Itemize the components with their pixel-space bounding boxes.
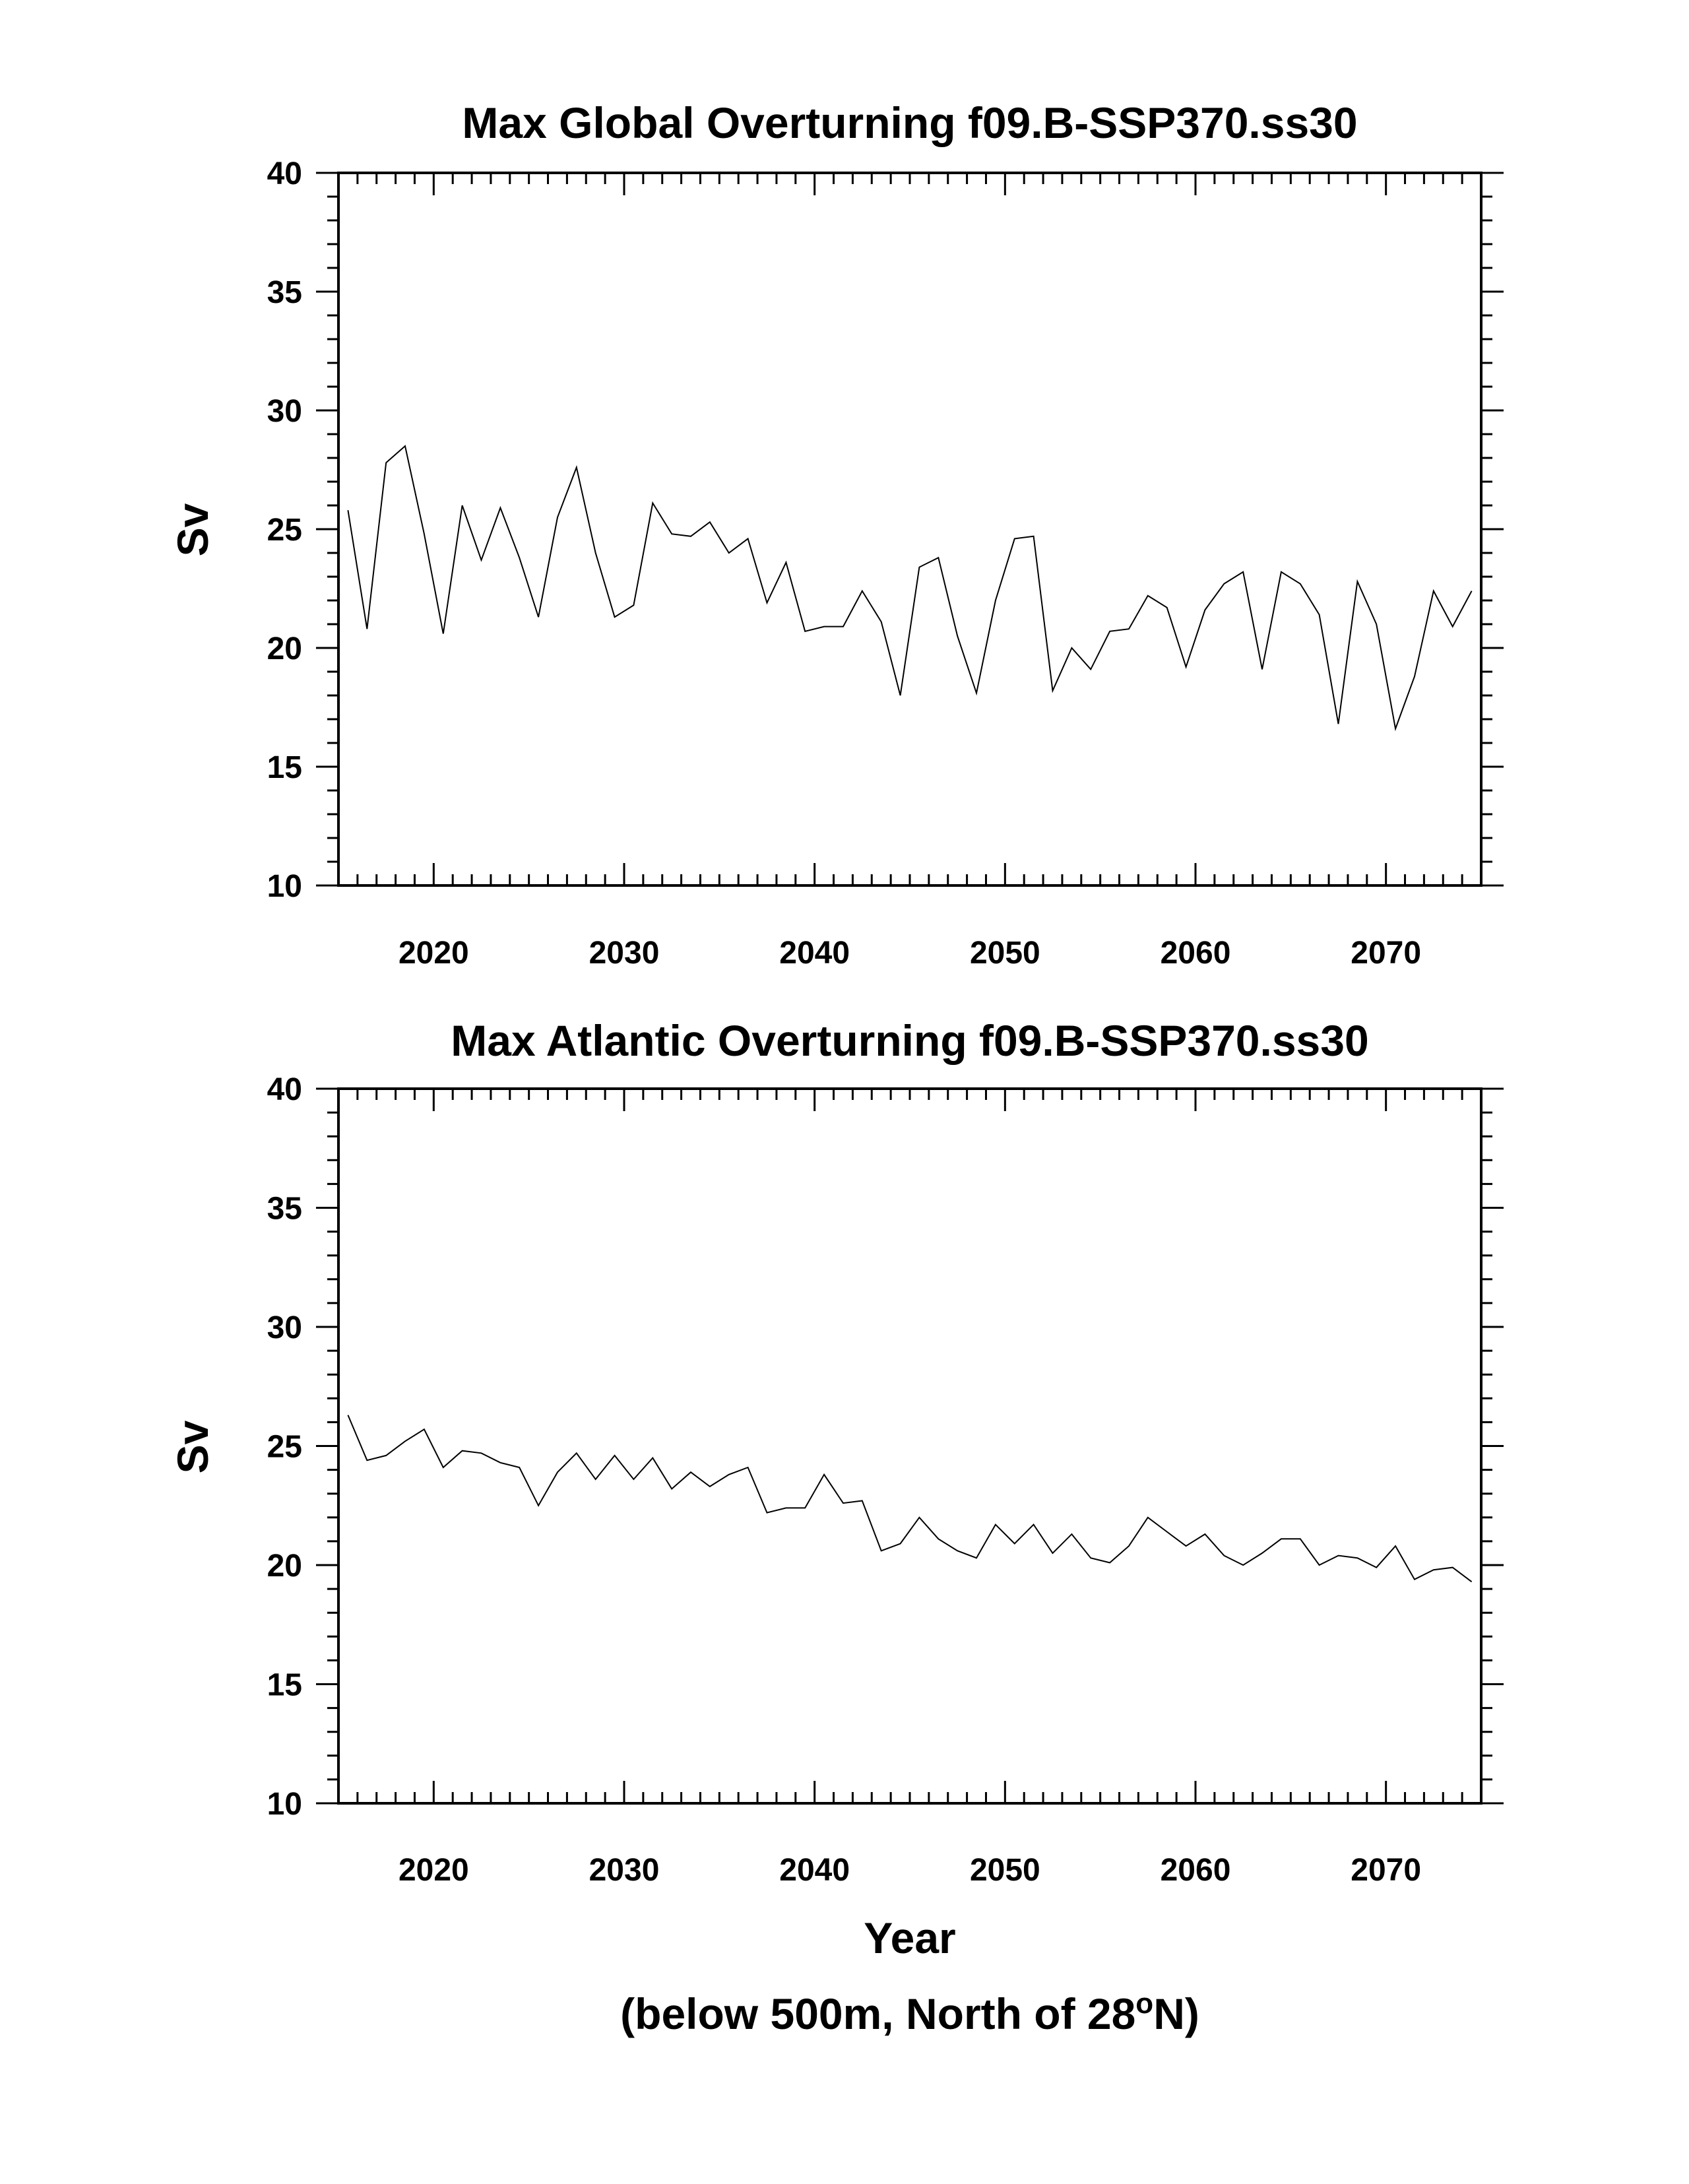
y-tick-label: 30 bbox=[267, 394, 302, 429]
footnote: (below 500m, North of 28oN) bbox=[620, 1987, 1199, 2038]
atlantic-chart-title: Max Atlantic Overturning f09.B-SSP370.ss… bbox=[451, 1016, 1368, 1065]
x-tick-label: 2030 bbox=[589, 1853, 660, 1888]
global-plot-frame bbox=[337, 172, 1482, 887]
x-tick-label: 2050 bbox=[970, 936, 1040, 971]
atlantic-overturning-panel: Max Atlantic Overturning f09.B-SSP370.ss… bbox=[168, 1016, 1504, 1962]
footnote-prefix: (below 500m, North of 28 bbox=[620, 1989, 1135, 2038]
global-chart-title: Max Global Overturning f09.B-SSP370.ss30 bbox=[462, 98, 1357, 147]
y-tick-label: 10 bbox=[267, 869, 302, 904]
x-tick-label: 2030 bbox=[589, 936, 660, 971]
x-tick-label: 2020 bbox=[398, 1853, 469, 1888]
x-tick-label: 2070 bbox=[1351, 1853, 1421, 1888]
y-tick-label: 10 bbox=[267, 1787, 302, 1822]
global-overturning-line bbox=[347, 445, 1473, 732]
y-tick-label: 35 bbox=[267, 1192, 302, 1227]
x-tick-label: 2070 bbox=[1351, 936, 1421, 971]
footnote-suffix: N) bbox=[1153, 1989, 1199, 2038]
x-tick-label: 2050 bbox=[970, 1853, 1040, 1888]
x-tick-label: 2060 bbox=[1161, 1853, 1231, 1888]
global-overturning-panel: Max Global Overturning f09.B-SSP370.ss30… bbox=[168, 98, 1504, 971]
y-tick-label: 30 bbox=[267, 1310, 302, 1345]
y-tick-label: 40 bbox=[267, 1072, 302, 1107]
atlantic-plot-frame bbox=[337, 1087, 1482, 1805]
y-tick-label: 15 bbox=[267, 1668, 302, 1703]
y-tick-label: 35 bbox=[267, 275, 302, 310]
atlantic-overturning-line bbox=[347, 1415, 1473, 1583]
y-tick-label: 20 bbox=[267, 1549, 302, 1584]
y-tick-label: 20 bbox=[267, 631, 302, 666]
footnote-superscript: o bbox=[1135, 1987, 1153, 2020]
atlantic-x-axis-label: Year bbox=[864, 1913, 955, 1962]
atlantic-axis-ticks: 2020 2030 2040 2050 2060 2070 10 15 20 25 30 35 40 bbox=[267, 1072, 1504, 1888]
global-axis-ticks: 2020 2030 2040 2050 2060 2070 10 15 20 25 30 35 40 bbox=[267, 156, 1504, 971]
atlantic-y-axis-label: Sv bbox=[168, 1420, 217, 1473]
y-tick-label: 25 bbox=[267, 1430, 302, 1465]
y-tick-label: 15 bbox=[267, 750, 302, 785]
y-tick-label: 40 bbox=[267, 156, 302, 191]
y-tick-label: 25 bbox=[267, 513, 302, 548]
x-tick-label: 2040 bbox=[779, 936, 850, 971]
x-tick-label: 2060 bbox=[1161, 936, 1231, 971]
x-tick-label: 2040 bbox=[779, 1853, 850, 1888]
global-y-axis-label: Sv bbox=[168, 503, 217, 556]
x-tick-label: 2020 bbox=[398, 936, 469, 971]
